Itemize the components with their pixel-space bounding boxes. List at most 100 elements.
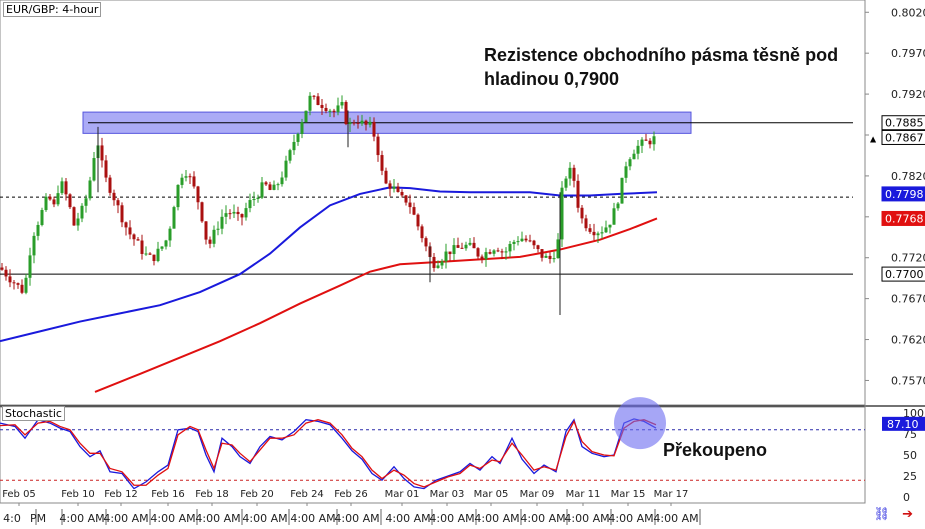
candle-body xyxy=(56,193,60,205)
candle-body xyxy=(436,265,440,268)
candle-body xyxy=(612,208,616,225)
candle-body xyxy=(632,153,636,160)
time-label: 4:00 AM xyxy=(150,512,195,525)
time-label: PM xyxy=(30,512,46,525)
candle-body xyxy=(420,226,424,239)
candle-body xyxy=(260,182,264,198)
candle-body xyxy=(132,234,136,240)
candle-body xyxy=(324,107,328,111)
candle-body xyxy=(64,181,68,195)
time-label: 4:00 AM xyxy=(385,512,430,525)
candle-body xyxy=(308,95,312,111)
candle-body xyxy=(400,191,404,196)
price-tag xyxy=(881,210,925,226)
time-label: 4:00 AM xyxy=(608,512,653,525)
candle-body xyxy=(264,182,268,185)
candle-body xyxy=(28,255,32,278)
resistance-annotation: Rezistence obchodního pásma těsně pod hl… xyxy=(484,45,839,89)
candle-body xyxy=(72,207,76,226)
candle-body xyxy=(24,277,28,293)
candle-body xyxy=(628,159,632,167)
price-marker-icon: ▲ xyxy=(870,134,877,143)
time-label: 4:00 AM xyxy=(429,512,474,525)
moving-average-blue xyxy=(0,186,658,343)
candle-body xyxy=(120,205,124,223)
candle-body xyxy=(416,214,420,227)
candle-body xyxy=(448,251,452,255)
candle-body xyxy=(344,101,348,125)
candle-body xyxy=(536,245,540,250)
candle-body xyxy=(148,253,152,255)
date-label: Mar 15 xyxy=(611,489,646,500)
candle-body xyxy=(592,231,596,236)
candle-body xyxy=(32,235,36,256)
link-icon[interactable]: ⛓ xyxy=(873,507,890,522)
candle-body xyxy=(456,245,460,248)
price-panel xyxy=(0,0,866,406)
candle-body xyxy=(352,122,356,124)
time-label: 4:00 AM xyxy=(242,512,287,525)
candle-body xyxy=(624,166,628,178)
candle-body xyxy=(348,122,352,125)
date-label: Feb 12 xyxy=(104,489,138,500)
candle-body xyxy=(272,184,276,190)
stochastic-label: Stochastic xyxy=(2,406,65,421)
candle-body xyxy=(504,251,508,253)
candle-body xyxy=(124,222,128,228)
arrow-right-icon[interactable]: ➔ xyxy=(902,507,913,522)
candle-body xyxy=(208,239,212,244)
candle-body xyxy=(544,255,548,258)
candle-body xyxy=(168,228,172,241)
candle-body xyxy=(388,183,392,189)
candle-body xyxy=(80,205,84,219)
candle-body xyxy=(312,95,316,97)
candle-body xyxy=(332,110,336,113)
candle-body xyxy=(288,150,292,161)
stochastic-tick-label: 50 xyxy=(903,449,917,462)
candle-body xyxy=(12,282,16,284)
candle-body xyxy=(356,122,360,124)
price-tag xyxy=(881,266,925,282)
date-label: Feb 20 xyxy=(240,489,274,500)
candle-body xyxy=(528,240,532,242)
candle-body xyxy=(336,105,340,113)
candle-body xyxy=(556,239,560,259)
candle-body xyxy=(508,243,512,252)
candle-body xyxy=(496,250,500,252)
date-label: Mar 11 xyxy=(566,489,601,500)
candle-body xyxy=(608,224,612,228)
stochastic-tick-label: 100 xyxy=(903,407,924,420)
date-label: Feb 16 xyxy=(151,489,185,500)
date-label: Mar 01 xyxy=(385,489,420,500)
candle-body xyxy=(244,208,248,218)
candle-body xyxy=(440,261,444,266)
date-label: Mar 17 xyxy=(654,489,689,500)
candle-body xyxy=(644,139,648,141)
candle-body xyxy=(532,240,536,246)
date-label: Feb 05 xyxy=(2,489,36,500)
candle-body xyxy=(188,176,192,178)
candle-body xyxy=(236,211,240,215)
candle-body xyxy=(184,176,188,178)
candle-body xyxy=(640,139,644,146)
candle-body xyxy=(180,177,184,185)
date-label: Mar 03 xyxy=(430,489,465,500)
candle-body xyxy=(160,246,164,249)
candle-body xyxy=(488,252,492,254)
candle-body xyxy=(520,238,524,242)
pair-label: EUR/GBP: 4-hour xyxy=(3,2,102,17)
candle-body xyxy=(248,200,252,209)
candle-body xyxy=(576,180,580,208)
candle-body xyxy=(376,136,380,156)
candle-body xyxy=(92,158,96,181)
candle-body xyxy=(164,240,168,247)
date-label: Mar 05 xyxy=(474,489,509,500)
candle-body xyxy=(4,269,8,277)
candle-body xyxy=(384,170,388,184)
candle-body xyxy=(100,145,104,161)
candle-body xyxy=(408,202,412,208)
